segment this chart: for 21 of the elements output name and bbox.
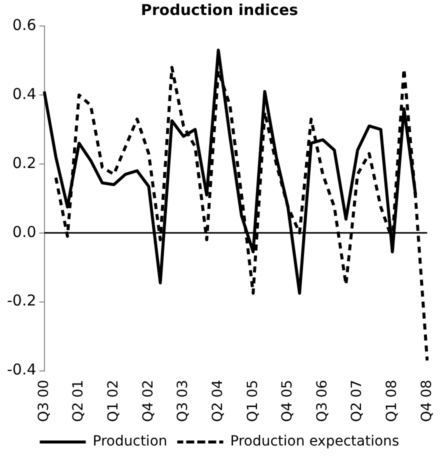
x-tick-label: Q1 08: [384, 380, 400, 422]
x-tick-label: Q2 07: [349, 380, 366, 422]
x-tick-label: Q3 03: [175, 380, 192, 422]
x-tick-label: Q2 04: [210, 380, 226, 422]
legend-label: Production: [92, 434, 168, 450]
legend-label: Production expectations: [230, 434, 400, 450]
x-tick-label: Q4 02: [140, 380, 156, 422]
x-tick-label: Q2 01: [70, 380, 87, 422]
x-tick-label: Q3 06: [314, 380, 330, 422]
y-tick-label: 0.0: [12, 222, 36, 241]
chart-title: Production indices: [140, 0, 298, 19]
y-tick-label: -0.4: [6, 360, 36, 379]
y-tick-label: -0.2: [6, 292, 36, 310]
y-tick-label: 0.4: [12, 84, 36, 103]
x-tick-label: Q4 05: [280, 380, 296, 422]
x-tick-label: Q1 02: [106, 380, 122, 422]
x-tick-label: Q1 05: [244, 380, 261, 422]
y-tick-label: 0.6: [12, 16, 36, 34]
x-tick-label: Q4 08: [418, 380, 435, 422]
x-tick-label: Q3 00: [36, 380, 52, 422]
y-tick-label: 0.2: [12, 154, 36, 172]
